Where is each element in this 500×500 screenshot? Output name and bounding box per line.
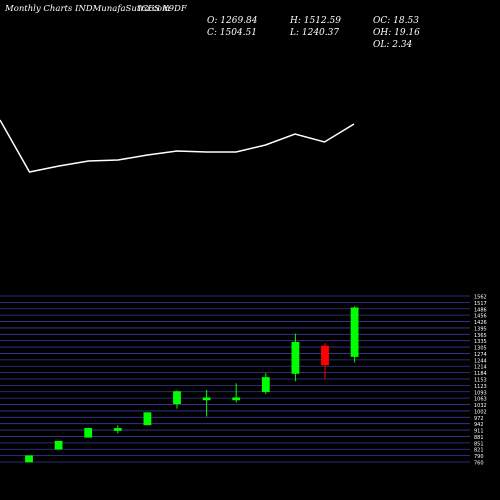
y-tick-label: 1184 [474,371,487,377]
low-value: L: 1240.37 [290,28,340,38]
y-tick-label: 1426 [474,320,487,326]
y-tick-label: 1093 [474,390,487,396]
y-tick-label: 1335 [474,339,487,345]
candle [202,389,211,417]
candle [232,383,241,403]
y-tick-label: 911 [474,429,484,435]
candle [54,440,63,450]
candle [291,333,300,382]
y-tick-label: 1032 [474,403,487,409]
y-tick-label: 1517 [474,301,487,307]
y-tick-label: 821 [474,448,484,454]
close-value: C: 1504.51 [207,28,257,38]
candle [143,412,152,426]
y-tick-label: 1244 [474,358,487,364]
candle [113,425,122,434]
overlay-line [0,119,355,173]
y-tick-label: 1214 [474,365,487,371]
oc-value: OC: 18.53 [373,16,419,26]
y-tick-label: 790 [474,454,484,460]
site-title: Monthly Charts INDMunafaSutra.com [5,4,171,14]
y-tick-label: 1562 [474,295,487,301]
candle [350,306,359,363]
high-value: H: 1512.59 [290,16,341,26]
open-value: O: 1269.84 [207,16,258,26]
y-tick-label: 972 [474,416,484,422]
candle [173,390,181,409]
ol-value: OL: 2.34 [373,40,413,50]
y-tick-label: 1305 [474,346,487,352]
y-tick-label: 881 [474,435,484,441]
y-tick-label: 942 [474,422,484,428]
candle [84,427,93,438]
y-tick-label: 1123 [474,384,487,390]
y-tick-label: 851 [474,441,484,447]
candle [321,342,329,380]
candle [261,372,270,395]
oh-value: OH: 19.16 [373,28,420,38]
y-tick-label: 1002 [474,409,487,415]
y-tick-label: 1063 [474,397,487,403]
symbol-title: ICES X9DF [138,4,187,14]
y-tick-label: 1365 [474,333,487,339]
y-tick-label: 1395 [474,326,487,332]
y-tick-label: 760 [474,461,484,467]
y-tick-label: 1274 [474,352,487,358]
y-tick-label: 1456 [474,314,487,320]
candle [25,455,33,463]
y-tick-label: 1153 [474,378,487,384]
y-tick-label: 1486 [474,307,487,313]
